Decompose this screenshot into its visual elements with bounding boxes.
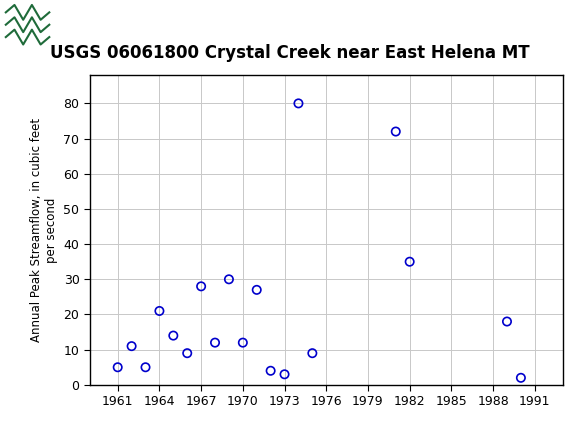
Point <box>224 276 234 283</box>
Y-axis label: Annual Peak Streamflow, in cubic feet
per second: Annual Peak Streamflow, in cubic feet pe… <box>30 118 58 342</box>
Point <box>169 332 178 339</box>
Point <box>252 286 262 293</box>
Bar <box>3 4 55 46</box>
Point <box>502 318 512 325</box>
Point <box>127 343 136 350</box>
Point <box>155 307 164 314</box>
Point <box>238 339 248 346</box>
Point <box>113 364 122 371</box>
Point <box>280 371 289 378</box>
Point <box>266 367 276 374</box>
Point <box>516 375 525 381</box>
Point <box>294 100 303 107</box>
Text: USGS: USGS <box>61 16 116 34</box>
Point <box>183 350 192 356</box>
Point <box>405 258 414 265</box>
Point <box>391 128 400 135</box>
Point <box>197 283 206 290</box>
Text: USGS 06061800 Crystal Creek near East Helena MT: USGS 06061800 Crystal Creek near East He… <box>50 44 530 62</box>
Point <box>308 350 317 356</box>
Point <box>211 339 220 346</box>
Point <box>141 364 150 371</box>
